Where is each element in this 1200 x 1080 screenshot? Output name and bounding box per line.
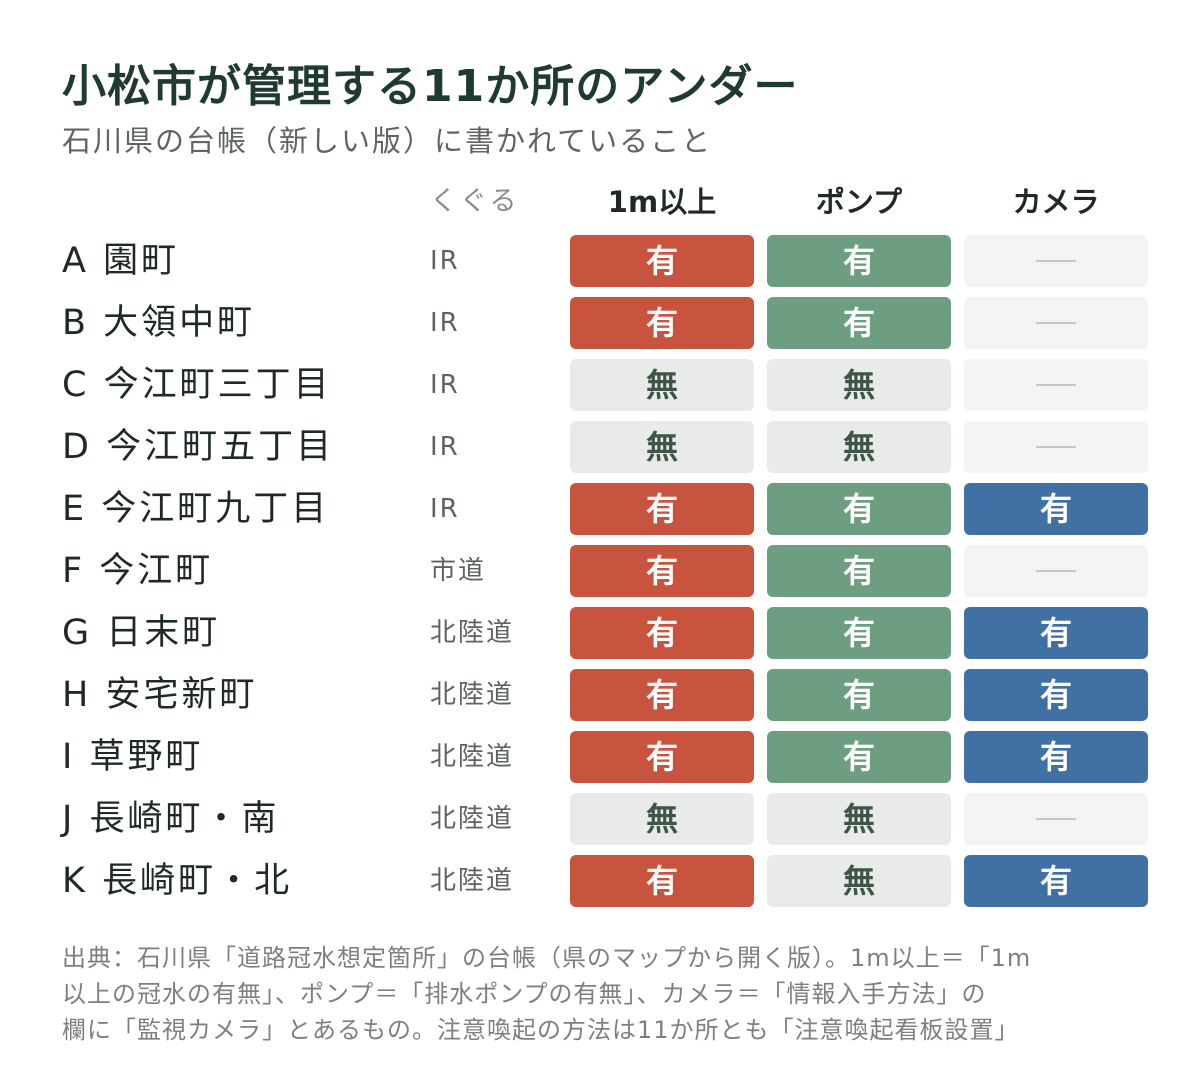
table-row: G 日末町 北陸道有有有 — [0, 607, 1200, 659]
underpass-name: E 今江町九丁目 — [62, 489, 330, 529]
pass-under-road: 北陸道 — [430, 866, 515, 896]
pass-under-road: IR — [430, 494, 460, 524]
depth-cell: 有 — [570, 669, 754, 721]
depth-cell: 有 — [570, 731, 754, 783]
underpass-name: I 草野町 — [62, 737, 204, 777]
table-row: C 今江町三丁目 IR 無無 — [0, 359, 1200, 411]
pump-cell: 有 — [767, 545, 951, 597]
camera-cell-none — [964, 297, 1148, 349]
depth-cell: 無 — [570, 359, 754, 411]
pass-under-road: 市道 — [430, 556, 487, 586]
pump-cell: 無 — [767, 359, 951, 411]
pump-cell: 有 — [767, 297, 951, 349]
footnote-line: 以上の冠水の有無」、ポンプ＝「排水ポンプの有無」、カメラ＝「情報入手方法」の — [62, 980, 987, 1008]
camera-cell: 有 — [964, 607, 1148, 659]
pump-cell: 有 — [767, 607, 951, 659]
pump-cell: 有 — [767, 235, 951, 287]
table-row: J 長崎町・南 北陸道 無無 — [0, 793, 1200, 845]
camera-cell-none — [964, 359, 1148, 411]
pump-cell: 無 — [767, 793, 951, 845]
underpass-name: B 大領中町 — [62, 303, 256, 343]
pass-under-road: 北陸道 — [430, 618, 515, 648]
table-row: I 草野町 北陸道有有有 — [0, 731, 1200, 783]
underpass-name: G 日末町 — [62, 613, 221, 653]
column-header-pump: ポンプ — [815, 185, 903, 219]
pump-cell: 無 — [767, 421, 951, 473]
dash-mark — [1036, 818, 1076, 820]
pump-cell: 無 — [767, 855, 951, 907]
camera-cell: 有 — [964, 483, 1148, 535]
underpass-name: F 今江町 — [62, 551, 214, 591]
camera-cell-none — [964, 545, 1148, 597]
underpass-name: K 長崎町・北 — [62, 861, 293, 901]
depth-cell: 有 — [570, 483, 754, 535]
underpass-name: H 安宅新町 — [62, 675, 258, 715]
pass-under-road: IR — [430, 246, 460, 276]
depth-cell: 無 — [570, 793, 754, 845]
footnote: 出典：石川県「道路冠水想定箇所」の台帳（県のマップから開く版）。1m以上＝「1m… — [62, 940, 1152, 1048]
table-row: E 今江町九丁目 IR 有有有 — [0, 483, 1200, 535]
depth-cell: 有 — [570, 855, 754, 907]
depth-cell: 有 — [570, 297, 754, 349]
depth-cell: 有 — [570, 607, 754, 659]
underpass-name: J 長崎町・南 — [62, 799, 280, 839]
underpass-name: D 今江町五丁目 — [62, 427, 335, 467]
dash-mark — [1036, 384, 1076, 386]
pass-under-road: IR — [430, 432, 460, 462]
page-title: 小松市が管理する11か所のアンダー — [62, 61, 799, 112]
pass-under-road: IR — [430, 370, 460, 400]
pass-under-road: 北陸道 — [430, 742, 515, 772]
dash-mark — [1036, 322, 1076, 324]
camera-cell: 有 — [964, 731, 1148, 783]
footnote-line: 出典：石川県「道路冠水想定箇所」の台帳（県のマップから開く版）。1m以上＝「1m — [62, 944, 1032, 972]
dash-mark — [1036, 570, 1076, 572]
pass-under-road: 北陸道 — [430, 804, 515, 834]
pass-under-road: 北陸道 — [430, 680, 515, 710]
table-row: H 安宅新町 北陸道有有有 — [0, 669, 1200, 721]
camera-cell: 有 — [964, 669, 1148, 721]
depth-cell: 無 — [570, 421, 754, 473]
column-header-camera: カメラ — [1012, 185, 1100, 219]
pass-under-road: IR — [430, 308, 460, 338]
pump-cell: 有 — [767, 483, 951, 535]
table-row: D 今江町五丁目 IR 無無 — [0, 421, 1200, 473]
camera-cell: 有 — [964, 855, 1148, 907]
dash-mark — [1036, 446, 1076, 448]
dash-mark — [1036, 260, 1076, 262]
table-row: B 大領中町 IR 有有 — [0, 297, 1200, 349]
column-header-depth: 1m以上 — [607, 185, 717, 219]
column-header-pass: くぐる — [430, 186, 520, 217]
pump-cell: 有 — [767, 731, 951, 783]
camera-cell-none — [964, 421, 1148, 473]
page-subtitle: 石川県の台帳（新しい版）に書かれていること — [62, 124, 713, 158]
underpass-name: C 今江町三丁目 — [62, 365, 332, 405]
footnote-line: 欄に「監視カメラ」とあるもの。注意喚起の方法は11か所とも「注意喚起看板設置」 — [62, 1016, 1020, 1044]
depth-cell: 有 — [570, 545, 754, 597]
camera-cell-none — [964, 793, 1148, 845]
table-row: A 園町 IR 有有 — [0, 235, 1200, 287]
camera-cell-none — [964, 235, 1148, 287]
table-row: K 長崎町・北 北陸道 有無有 — [0, 855, 1200, 907]
table-row: F 今江町 市道 有有 — [0, 545, 1200, 597]
depth-cell: 有 — [570, 235, 754, 287]
pump-cell: 有 — [767, 669, 951, 721]
underpass-name: A 園町 — [62, 241, 180, 281]
